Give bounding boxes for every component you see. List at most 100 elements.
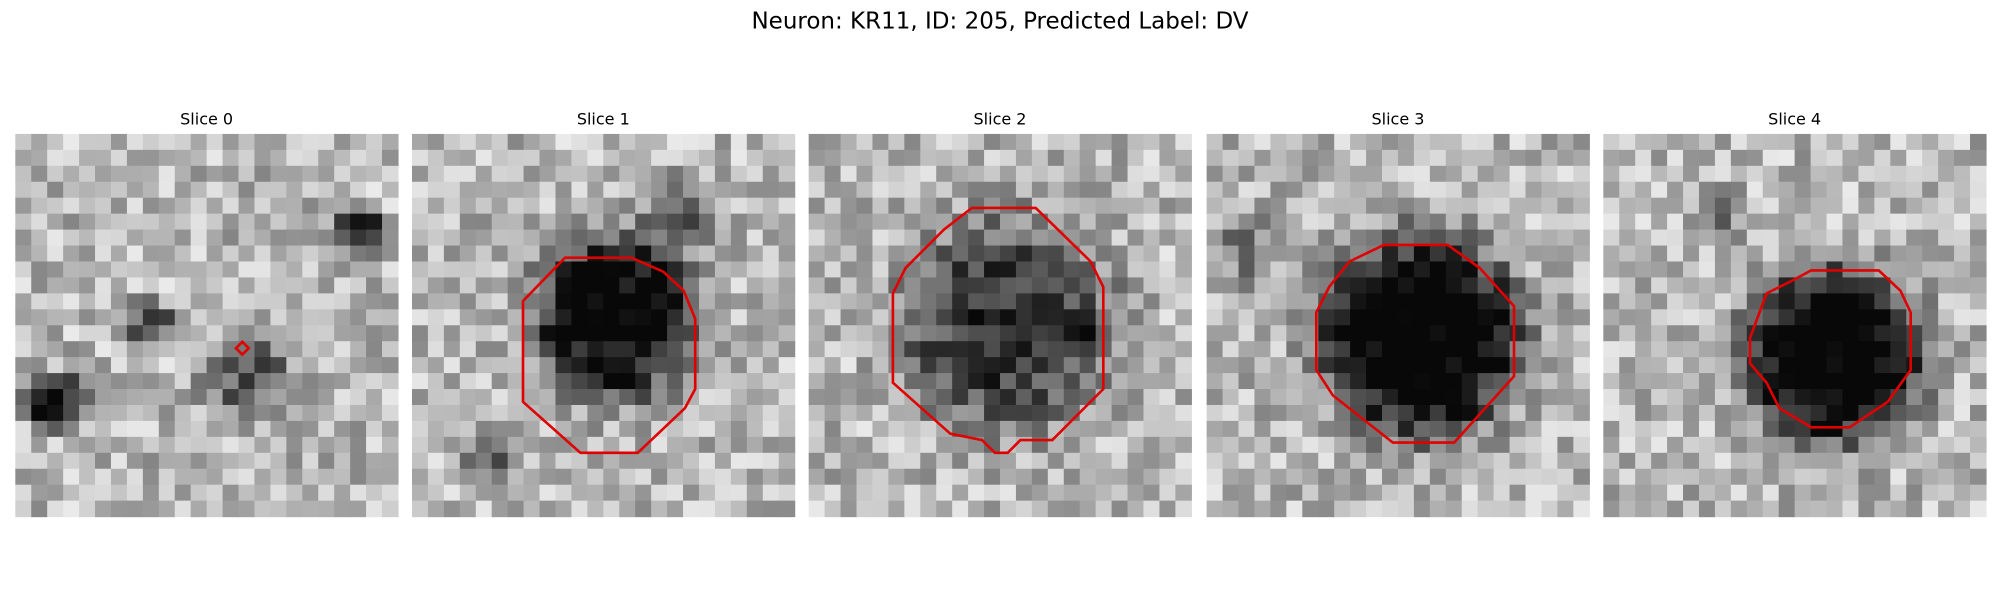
pixel [635, 325, 652, 342]
pixel [683, 500, 700, 518]
pixel [714, 452, 732, 470]
pixel [1635, 261, 1652, 279]
pixel [1143, 452, 1161, 470]
pixel [1890, 357, 1907, 374]
pixel [15, 420, 32, 438]
segmentation-contour [521, 256, 697, 455]
pixel [47, 404, 64, 422]
pixel [238, 484, 256, 502]
slice-image [1603, 133, 1987, 518]
pixel [920, 149, 937, 167]
pixel [1667, 325, 1684, 342]
pixel [824, 181, 842, 199]
pixel [1619, 229, 1636, 247]
pixel [142, 341, 160, 358]
pixel [1858, 357, 1875, 374]
pixel [1906, 293, 1923, 310]
pixel [443, 389, 461, 406]
pixel [366, 389, 383, 406]
pixel [1509, 197, 1527, 215]
pixel [1762, 420, 1780, 438]
pixel [1445, 197, 1463, 215]
pixel [475, 325, 493, 342]
pixel [1906, 261, 1923, 279]
pixel [1890, 181, 1907, 199]
pixel [587, 452, 604, 470]
pixel [714, 404, 732, 422]
pixel [411, 149, 429, 167]
pixel [1573, 133, 1590, 151]
pixel [1746, 436, 1764, 454]
pixel [1031, 357, 1049, 374]
pixel [1429, 197, 1447, 215]
pixel [286, 325, 303, 342]
pixel [1382, 357, 1399, 374]
pixel [1557, 293, 1574, 310]
pixel [1127, 436, 1145, 454]
pixel [1922, 357, 1939, 374]
pixel [1175, 484, 1192, 502]
pixel [366, 229, 383, 247]
pixel [920, 436, 937, 454]
pixel [302, 452, 319, 470]
pixel [475, 436, 493, 454]
pixel [1826, 484, 1844, 502]
pixel [382, 181, 399, 199]
pixel [1143, 436, 1161, 454]
pixel [238, 373, 256, 390]
pixel [142, 213, 160, 231]
pixel [904, 404, 921, 422]
pixel [603, 213, 620, 231]
pixel [1445, 165, 1463, 183]
pixel [47, 452, 64, 470]
pixel [31, 277, 48, 294]
pixel [31, 229, 48, 247]
pixel [1047, 373, 1065, 390]
pixel [190, 165, 208, 183]
pixel [1143, 245, 1161, 263]
pixel [920, 373, 937, 390]
pixel [459, 357, 477, 374]
pixel [1445, 277, 1463, 294]
pixel [1461, 277, 1479, 294]
pixel [1922, 277, 1939, 294]
pixel [1826, 181, 1844, 199]
pixel [79, 404, 96, 422]
pixel [1509, 420, 1527, 438]
pixel [555, 133, 573, 151]
pixel [411, 181, 429, 199]
pixel [1206, 149, 1224, 167]
pixel [968, 468, 985, 486]
pixel [350, 325, 367, 342]
pixel [730, 500, 748, 518]
pixel [635, 309, 652, 326]
pixel [1175, 261, 1192, 279]
pixel [1111, 452, 1129, 470]
pixel [1698, 468, 1716, 486]
pixel [1127, 213, 1145, 231]
pixel [888, 357, 905, 374]
pixel [1111, 293, 1129, 310]
pixel [1794, 341, 1812, 358]
pixel [411, 293, 429, 310]
segmentation-contour [1315, 243, 1516, 444]
pixel [1509, 468, 1527, 486]
pixel [142, 500, 160, 518]
pixel [824, 484, 842, 502]
pixel [1810, 468, 1828, 486]
pixel [1890, 404, 1907, 422]
pixel [1842, 341, 1860, 358]
pixel [1954, 245, 1971, 263]
pixel [1651, 277, 1668, 294]
pixel [1079, 468, 1097, 486]
pixel [286, 133, 303, 151]
pixel [1922, 420, 1939, 438]
pixel [286, 181, 303, 199]
pixel [1382, 500, 1399, 518]
pixel [1063, 357, 1081, 374]
pixel [1047, 293, 1065, 310]
pixel [1573, 357, 1590, 374]
pixel [270, 468, 287, 486]
pixel [603, 133, 620, 151]
pixel [222, 213, 240, 231]
